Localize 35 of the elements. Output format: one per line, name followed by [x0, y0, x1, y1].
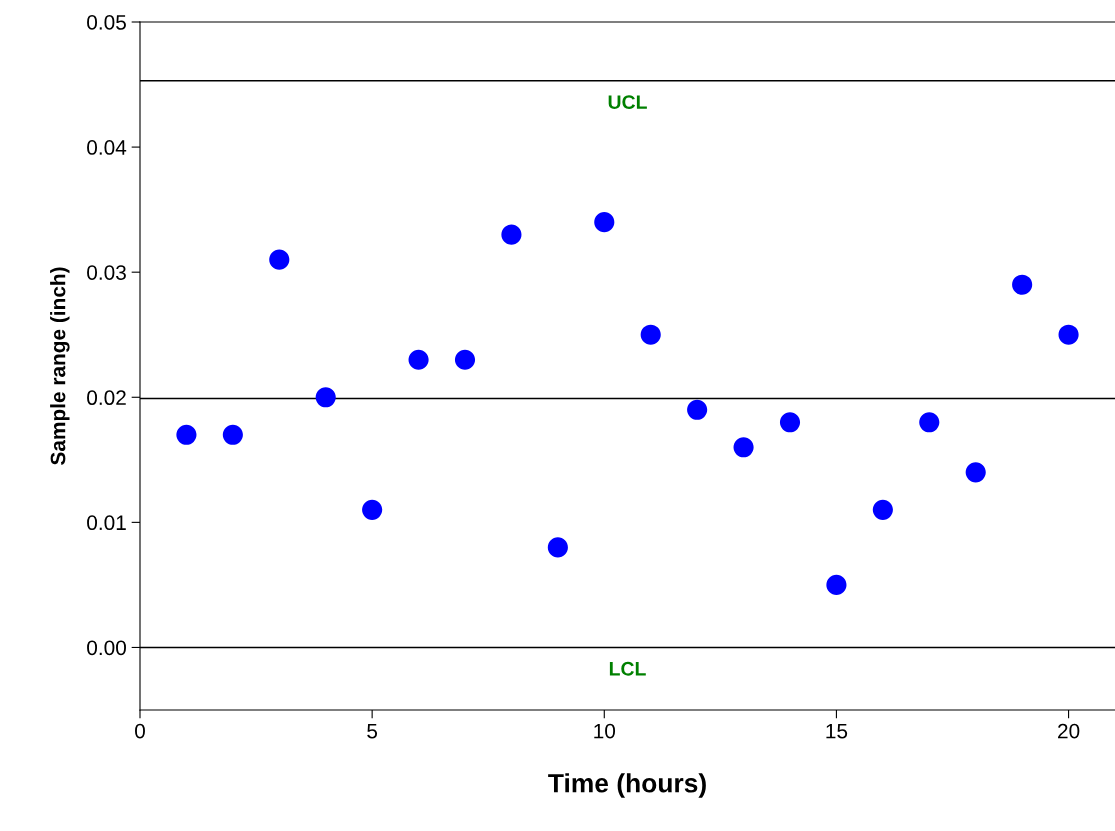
point — [1058, 324, 1079, 345]
point — [269, 249, 290, 270]
x-tick-label: 15 — [826, 723, 848, 739]
point — [733, 437, 754, 458]
point — [594, 212, 615, 233]
point — [779, 412, 801, 433]
point — [640, 324, 661, 345]
y-tick-label: 0.00 — [87, 640, 126, 656]
point — [315, 387, 336, 408]
x-tick-label: 10 — [594, 723, 616, 739]
y-tick-label: 0.05 — [87, 15, 126, 30]
point — [454, 349, 476, 370]
x-axis-title: Time (hours) — [548, 773, 706, 798]
point — [362, 499, 383, 520]
ref-line-label: LCL — [609, 661, 646, 676]
point — [408, 349, 429, 370]
x-tick-label: 20 — [1058, 723, 1080, 739]
point — [687, 399, 708, 420]
point — [176, 424, 197, 445]
y-tick-label: 0.04 — [87, 140, 127, 155]
y-tick-label: 0.03 — [87, 265, 126, 280]
y-tick-label: 0.01 — [87, 515, 126, 531]
point — [1012, 274, 1033, 295]
point — [919, 412, 940, 433]
ref-line-label: UCL — [608, 95, 647, 109]
point — [547, 537, 568, 558]
point — [872, 499, 893, 520]
point — [826, 574, 847, 595]
point — [965, 462, 986, 483]
x-tick-label: 5 — [367, 723, 378, 739]
point — [222, 424, 243, 445]
x-tick-label: 0 — [135, 723, 145, 739]
point — [501, 224, 522, 245]
y-tick-label: 0.02 — [87, 390, 126, 406]
y-axis-title: Sample range (inch) — [50, 267, 70, 465]
